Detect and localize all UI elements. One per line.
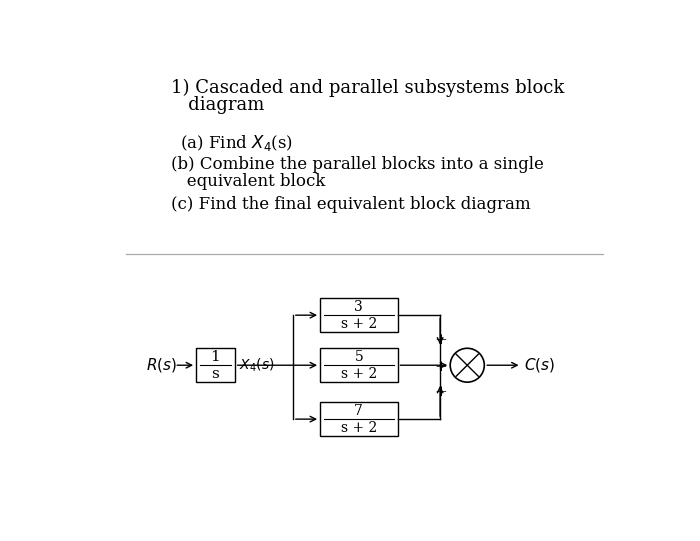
Bar	[320, 348, 398, 382]
Text: diagram: diagram	[172, 96, 265, 114]
Text: s: s	[211, 367, 219, 381]
Text: +: +	[434, 360, 447, 374]
Text: 5: 5	[354, 349, 363, 364]
Text: 1: 1	[211, 349, 220, 364]
Text: $C(s)$: $C(s)$	[524, 356, 555, 374]
Text: s + 2: s + 2	[341, 421, 377, 434]
Text: +: +	[434, 385, 447, 399]
Bar	[320, 402, 398, 436]
Text: 3: 3	[354, 300, 363, 314]
Text: 1) Cascaded and parallel subsystems block: 1) Cascaded and parallel subsystems bloc…	[172, 79, 565, 97]
Text: s + 2: s + 2	[341, 316, 377, 331]
Text: (c) Find the final equivalent block diagram: (c) Find the final equivalent block diag…	[172, 196, 531, 213]
Text: 7: 7	[354, 404, 363, 418]
Text: s + 2: s + 2	[341, 367, 377, 381]
Text: equivalent block: equivalent block	[172, 173, 326, 190]
Bar	[196, 348, 235, 382]
Text: +: +	[434, 333, 447, 347]
Bar	[320, 298, 398, 332]
Text: $X_4(s)$: $X_4(s)$	[239, 357, 275, 374]
Text: $R(s)$: $R(s)$	[146, 356, 176, 374]
Text: (b) Combine the parallel blocks into a single: (b) Combine the parallel blocks into a s…	[172, 156, 544, 173]
Text: (a) Find $X_4$(s): (a) Find $X_4$(s)	[181, 133, 293, 153]
